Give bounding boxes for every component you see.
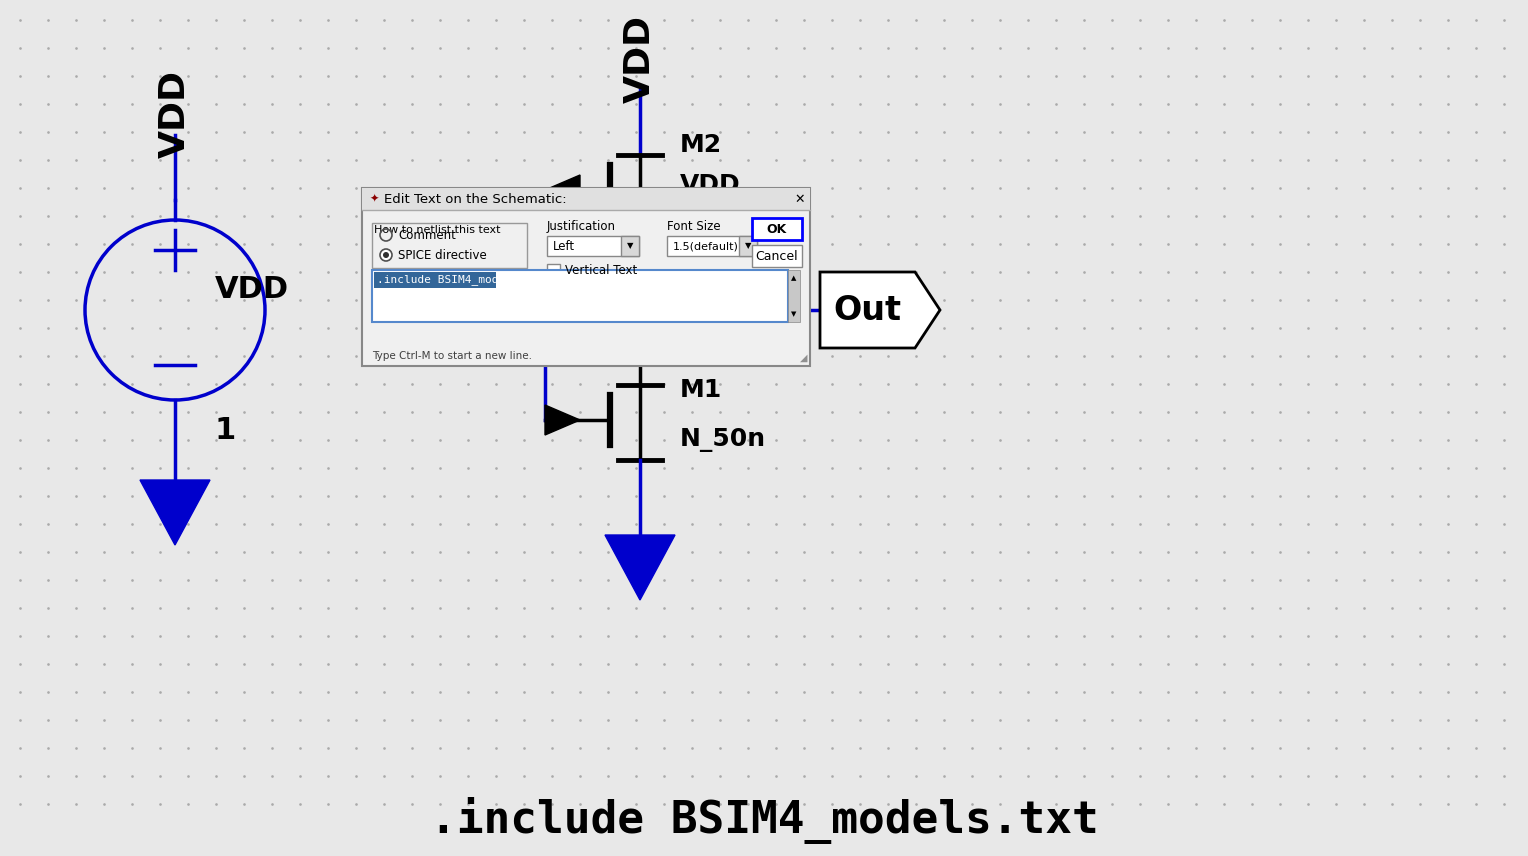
Text: ▼: ▼ [792, 311, 796, 317]
Text: .include BSIM4_models.txt: .include BSIM4_models.txt [377, 275, 545, 285]
Text: M2: M2 [680, 133, 723, 157]
Text: How to netlist this text: How to netlist this text [374, 225, 501, 235]
Text: Out: Out [833, 294, 902, 326]
FancyBboxPatch shape [371, 270, 788, 322]
FancyBboxPatch shape [620, 236, 639, 256]
FancyBboxPatch shape [362, 188, 810, 210]
Text: Comment: Comment [397, 229, 455, 241]
FancyBboxPatch shape [752, 218, 802, 240]
Polygon shape [141, 480, 209, 545]
Text: 1: 1 [215, 415, 237, 444]
Circle shape [384, 252, 390, 258]
Text: .include BSIM4_models.txt: .include BSIM4_models.txt [429, 796, 1099, 843]
Text: SPICE directive: SPICE directive [397, 248, 487, 261]
Text: VDD: VDD [623, 15, 657, 103]
Text: ▼: ▼ [744, 241, 752, 251]
Polygon shape [605, 535, 675, 600]
Polygon shape [545, 175, 581, 205]
FancyBboxPatch shape [547, 264, 559, 277]
FancyBboxPatch shape [752, 245, 802, 267]
FancyBboxPatch shape [788, 270, 801, 322]
Polygon shape [821, 272, 940, 348]
Text: N_50n: N_50n [680, 428, 766, 452]
Text: 1.5(default): 1.5(default) [672, 241, 740, 251]
Text: Left: Left [553, 240, 575, 253]
Text: ◢: ◢ [799, 353, 807, 363]
FancyBboxPatch shape [740, 236, 756, 256]
Text: P_50n: P_50n [680, 208, 764, 232]
Text: M1: M1 [680, 378, 723, 402]
Text: Justification: Justification [547, 220, 616, 233]
Text: VDD: VDD [215, 276, 289, 305]
FancyBboxPatch shape [362, 188, 810, 366]
Text: ✕: ✕ [795, 193, 805, 205]
Text: ▲: ▲ [792, 275, 796, 281]
Text: Font Size: Font Size [668, 220, 721, 233]
Text: ▼: ▼ [626, 241, 633, 251]
FancyBboxPatch shape [547, 236, 639, 256]
Circle shape [380, 249, 393, 261]
Text: Type Ctrl-M to start a new line.: Type Ctrl-M to start a new line. [371, 351, 532, 361]
Text: Edit Text on the Schematic:: Edit Text on the Schematic: [384, 193, 567, 205]
Text: VDD: VDD [157, 70, 193, 158]
Text: Vertical Text: Vertical Text [565, 264, 637, 276]
FancyBboxPatch shape [371, 223, 527, 268]
Text: OK: OK [767, 223, 787, 235]
Text: Cancel: Cancel [756, 249, 798, 263]
FancyBboxPatch shape [374, 272, 497, 288]
Polygon shape [545, 405, 581, 435]
FancyBboxPatch shape [668, 236, 756, 256]
Text: ✦: ✦ [370, 194, 379, 204]
Text: VDD: VDD [680, 173, 741, 197]
